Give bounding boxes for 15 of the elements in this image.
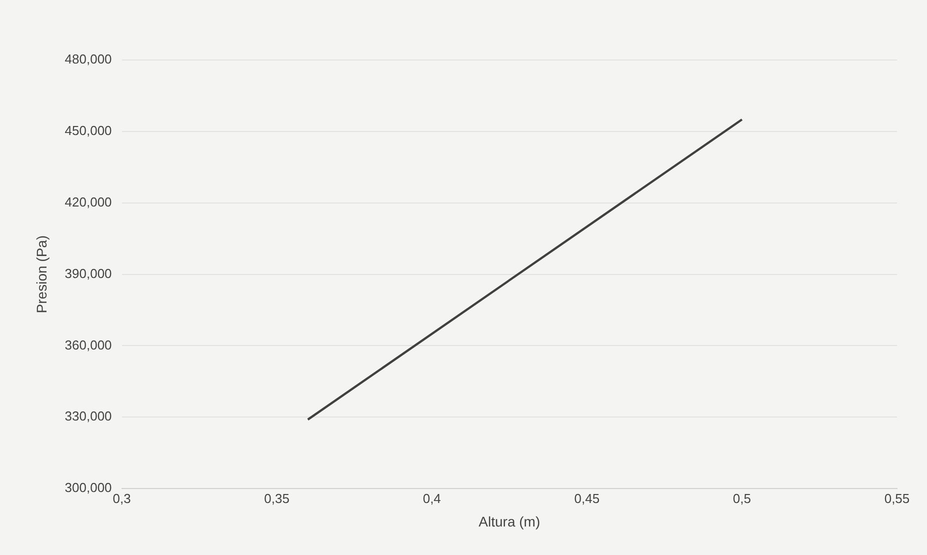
y-tick-label: 450,000	[64, 123, 112, 138]
x-tick-label: 0,35	[264, 490, 290, 506]
y-tick-label: 390,000	[64, 266, 112, 281]
y-tick-label: 360,000	[64, 337, 112, 352]
x-tick-label: 0,55	[884, 490, 910, 506]
x-tick-label: 0,4	[422, 490, 441, 506]
x-tick-label: 0,5	[732, 490, 751, 506]
x-tick-label: 0,45	[574, 490, 600, 506]
x-tick-label: 0,3	[112, 490, 131, 506]
y-tick-label: 480,000	[64, 52, 112, 67]
x-axis-title: Altura (m)	[478, 513, 540, 530]
y-axis-title: Presion (Pa)	[33, 235, 50, 314]
y-tick-label: 330,000	[64, 408, 112, 424]
y-tick-label: 420,000	[64, 194, 112, 210]
y-tick-label: 300,000	[64, 480, 112, 496]
